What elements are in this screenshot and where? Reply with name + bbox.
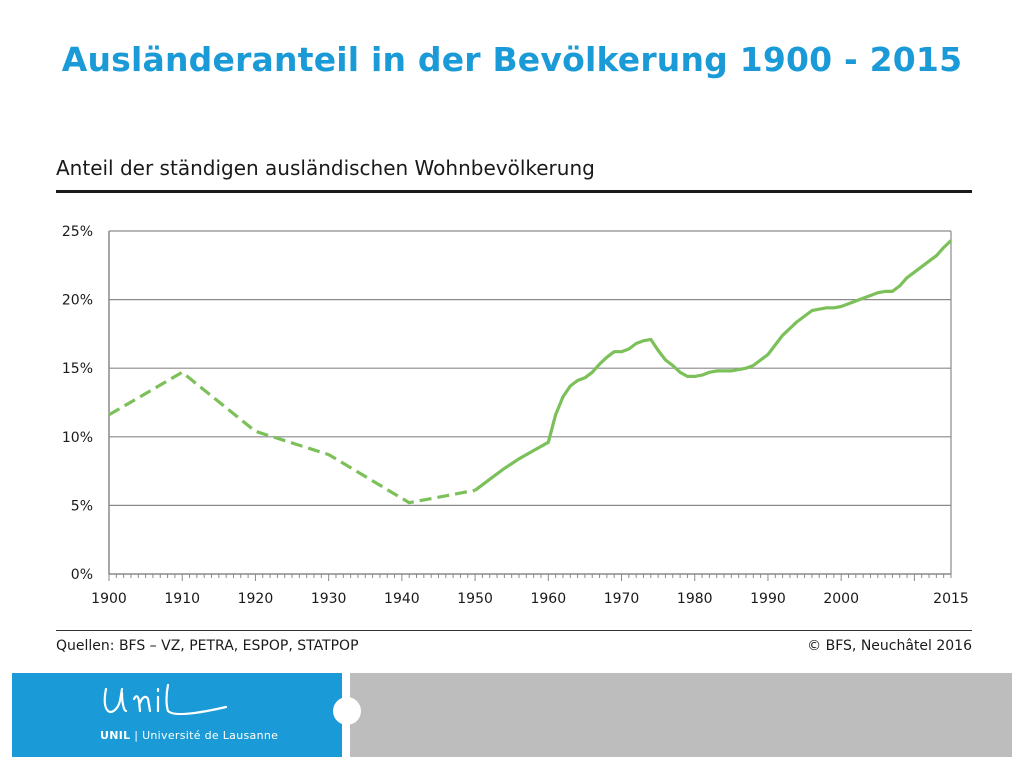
unil-logo-icon: [103, 683, 228, 716]
x-tick-label: 1990: [750, 591, 786, 607]
chart-title-rule: [56, 190, 972, 193]
x-tick-label: 1920: [238, 591, 274, 607]
footer-grey-bar: [346, 673, 1012, 757]
x-tick-label: 1940: [384, 591, 420, 607]
source-text: Quellen: BFS – VZ, PETRA, ESPOP, STATPOP: [56, 638, 359, 654]
x-tick-label: 1950: [457, 591, 493, 607]
x-tick-label: 1900: [91, 591, 127, 607]
x-tick-label: 1910: [164, 591, 200, 607]
logo-wordmark: UNIL | Université de Lausanne: [100, 729, 278, 742]
series-line-dashed: [108, 370, 476, 505]
y-tick-label: 25%: [62, 224, 93, 240]
line-chart: 0% 5% 10% 15% 20% 25% 1900 1910 1920 1930 1940 1950…: [62, 224, 969, 607]
copyright-text: © BFS, Neuchâtel 2016: [807, 638, 972, 654]
x-tick-label: 1980: [677, 591, 713, 607]
y-tick-label: 10%: [62, 430, 93, 446]
chart-title: Anteil der ständigen ausländischen Wohnb…: [56, 156, 595, 180]
series-line-solid: [474, 239, 953, 492]
y-tick-label: 15%: [62, 361, 93, 377]
y-tick-label: 0%: [71, 567, 93, 583]
source-rule: [56, 630, 972, 631]
x-tick-label: 1930: [311, 591, 347, 607]
slide-title: Ausländeranteil in der Bevölkerung 1900 …: [61, 40, 963, 79]
logo-name: UNIL: [100, 729, 131, 742]
x-tick-label: 2000: [823, 591, 859, 607]
logo-subtitle: Université de Lausanne: [142, 729, 279, 742]
x-tick-label: 1960: [530, 591, 566, 607]
footer-dot: [333, 697, 361, 725]
x-tick-label: 1970: [604, 591, 640, 607]
x-tick-label: 2015: [933, 591, 969, 607]
logo-separator: |: [134, 729, 139, 742]
y-tick-label: 5%: [71, 498, 93, 514]
y-tick-label: 20%: [62, 293, 93, 309]
